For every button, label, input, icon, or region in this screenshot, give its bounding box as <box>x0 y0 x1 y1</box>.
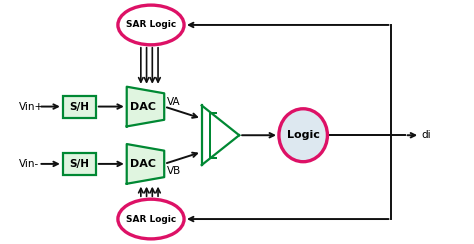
Text: S/H: S/H <box>69 102 89 112</box>
Text: DAC: DAC <box>130 159 156 169</box>
Text: S/H: S/H <box>69 159 89 169</box>
Text: VB: VB <box>167 165 182 175</box>
Text: SAR Logic: SAR Logic <box>126 20 176 30</box>
Polygon shape <box>127 87 164 126</box>
Text: SAR Logic: SAR Logic <box>126 214 176 224</box>
Ellipse shape <box>279 109 328 162</box>
Text: Vin-: Vin- <box>18 159 39 169</box>
Text: VA: VA <box>167 97 181 107</box>
Text: di: di <box>421 130 431 140</box>
FancyBboxPatch shape <box>63 153 96 175</box>
Ellipse shape <box>118 199 184 239</box>
Text: Vin+: Vin+ <box>18 102 44 112</box>
Text: Logic: Logic <box>287 130 319 140</box>
FancyBboxPatch shape <box>63 96 96 118</box>
Text: DAC: DAC <box>130 102 156 112</box>
Polygon shape <box>127 144 164 184</box>
Ellipse shape <box>118 5 184 45</box>
